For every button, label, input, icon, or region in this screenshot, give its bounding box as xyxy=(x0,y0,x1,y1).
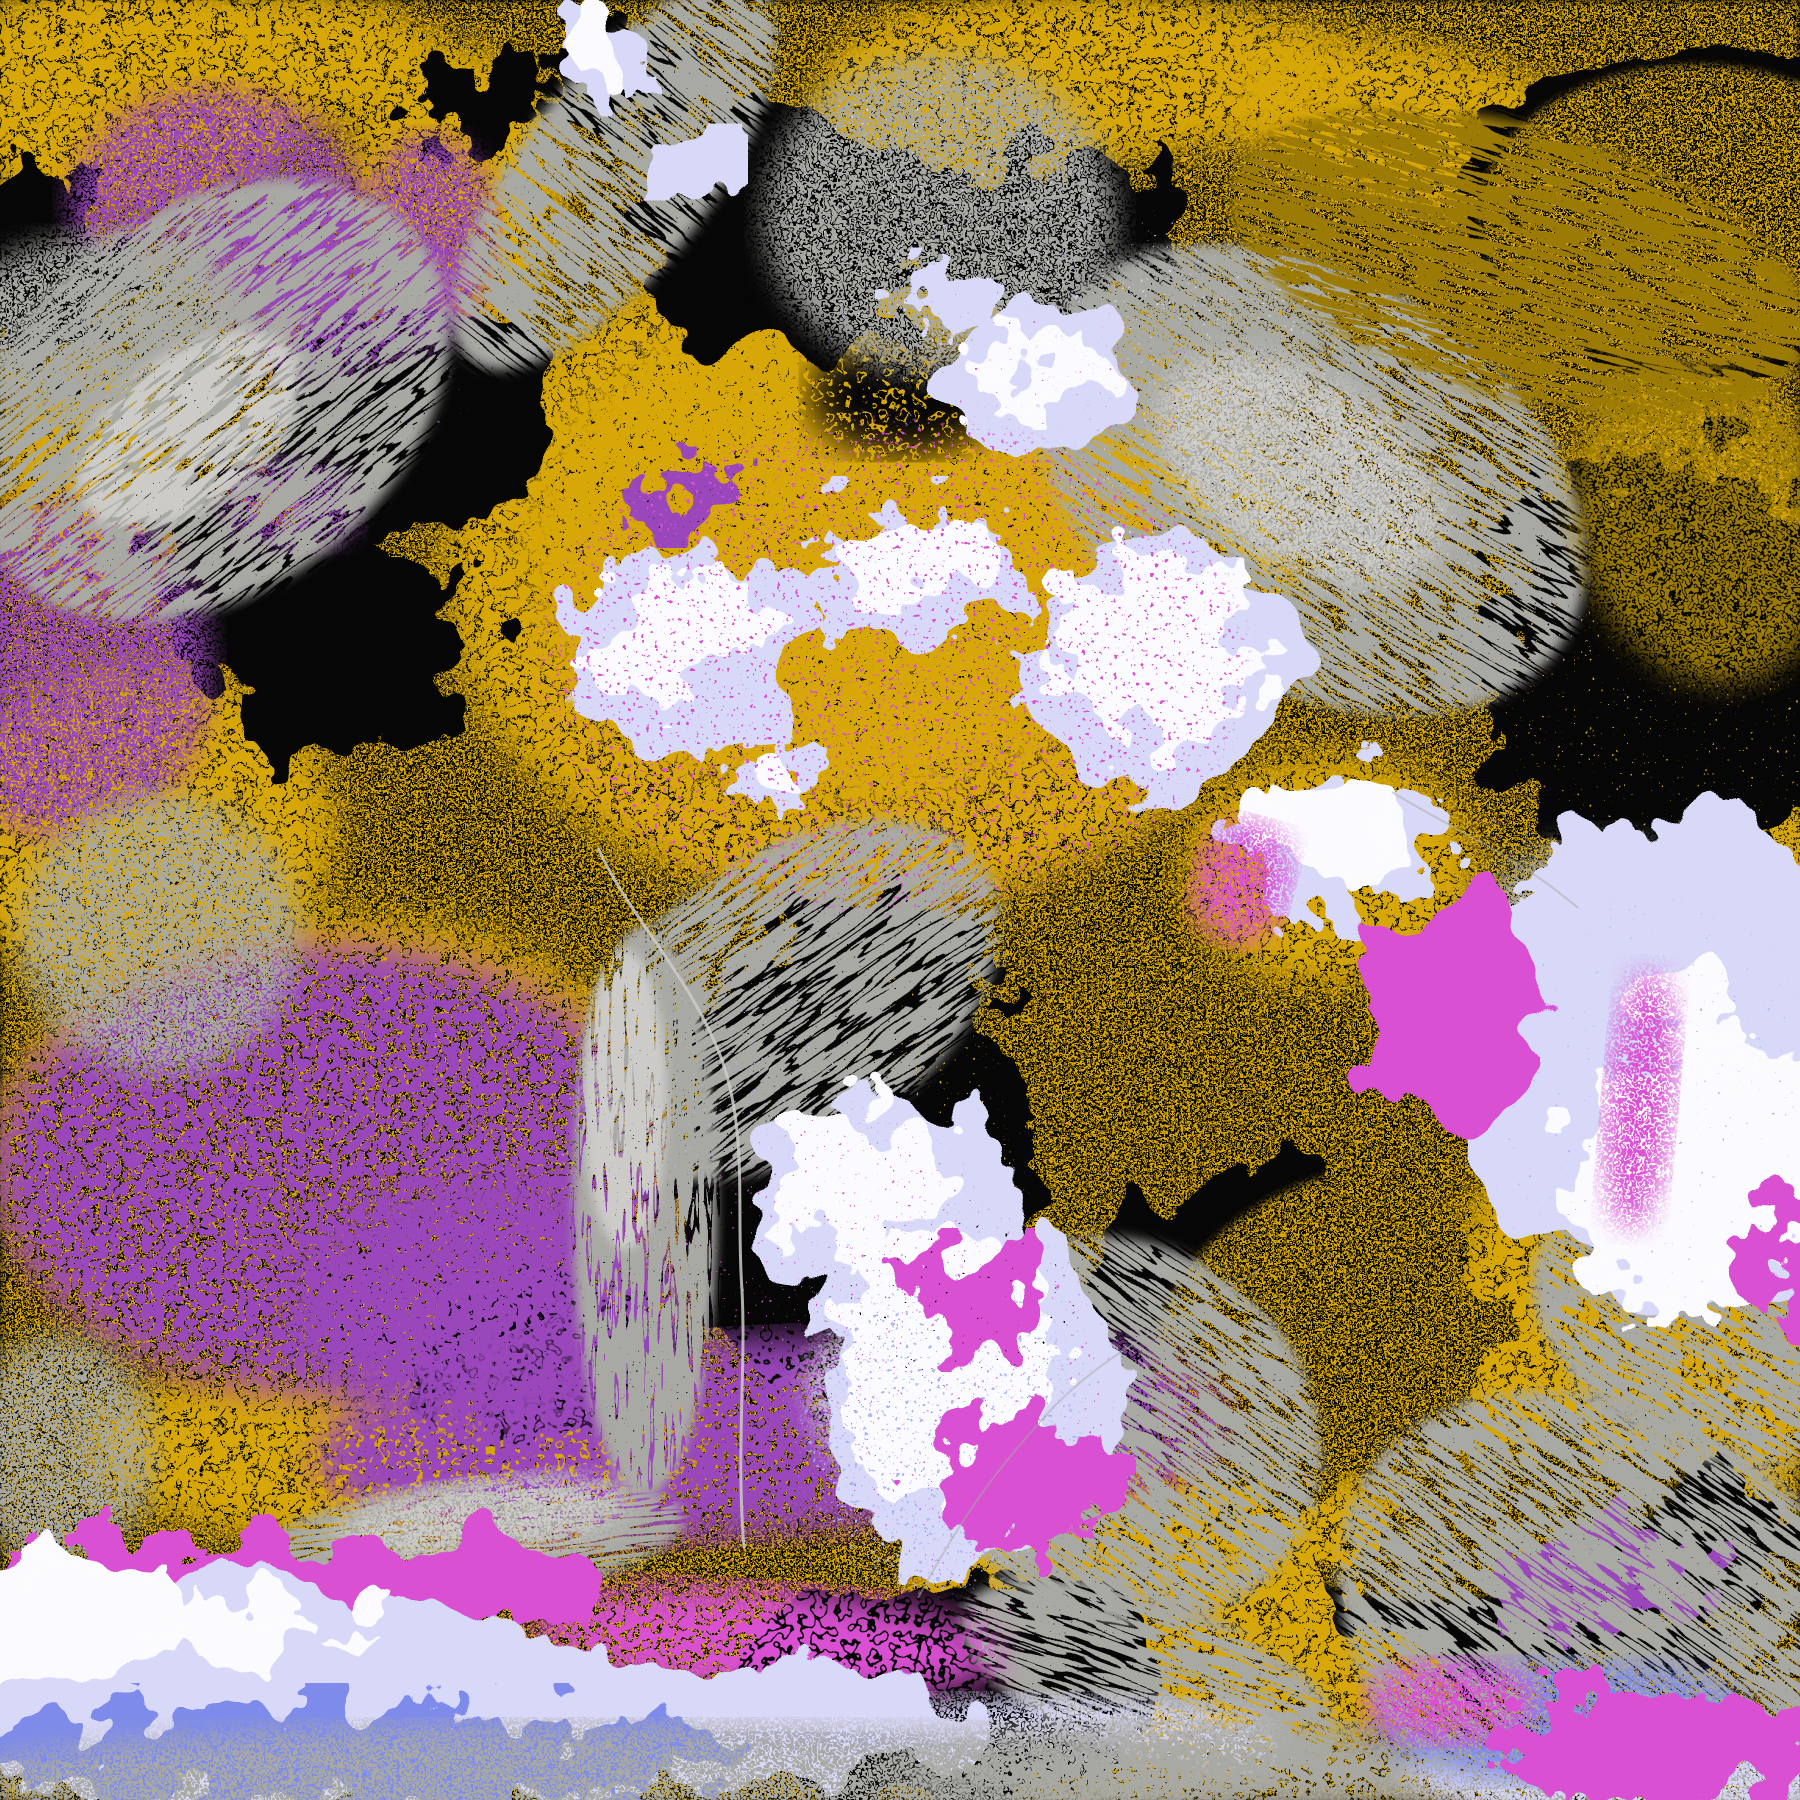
magenta-spot-bottomright xyxy=(1367,1660,1537,1744)
coastline-andes xyxy=(596,847,746,1549)
magenta-patch-bottomright xyxy=(1497,1693,1800,1800)
magenta-flecks-central xyxy=(535,420,1245,910)
magenta-string-rightmass xyxy=(1603,970,1677,1230)
magenta-flecks-topcluster xyxy=(912,288,1212,472)
magenta-flecks-central-south xyxy=(685,1115,985,1355)
white-sliver-north xyxy=(568,6,628,84)
periwinkle-flecks-topleft xyxy=(210,280,470,460)
lavender-bit-north xyxy=(654,138,726,186)
coastline-southeast xyxy=(917,1267,1263,1599)
magenta-spot-rightedge xyxy=(1724,1190,1800,1334)
magenta-blob-rightcenter xyxy=(1355,910,1539,1114)
coastline-north xyxy=(149,205,389,233)
magenta-streak-central-east xyxy=(1192,820,1292,944)
coastline-east xyxy=(1391,791,1579,909)
white-core-right xyxy=(1266,792,1398,872)
